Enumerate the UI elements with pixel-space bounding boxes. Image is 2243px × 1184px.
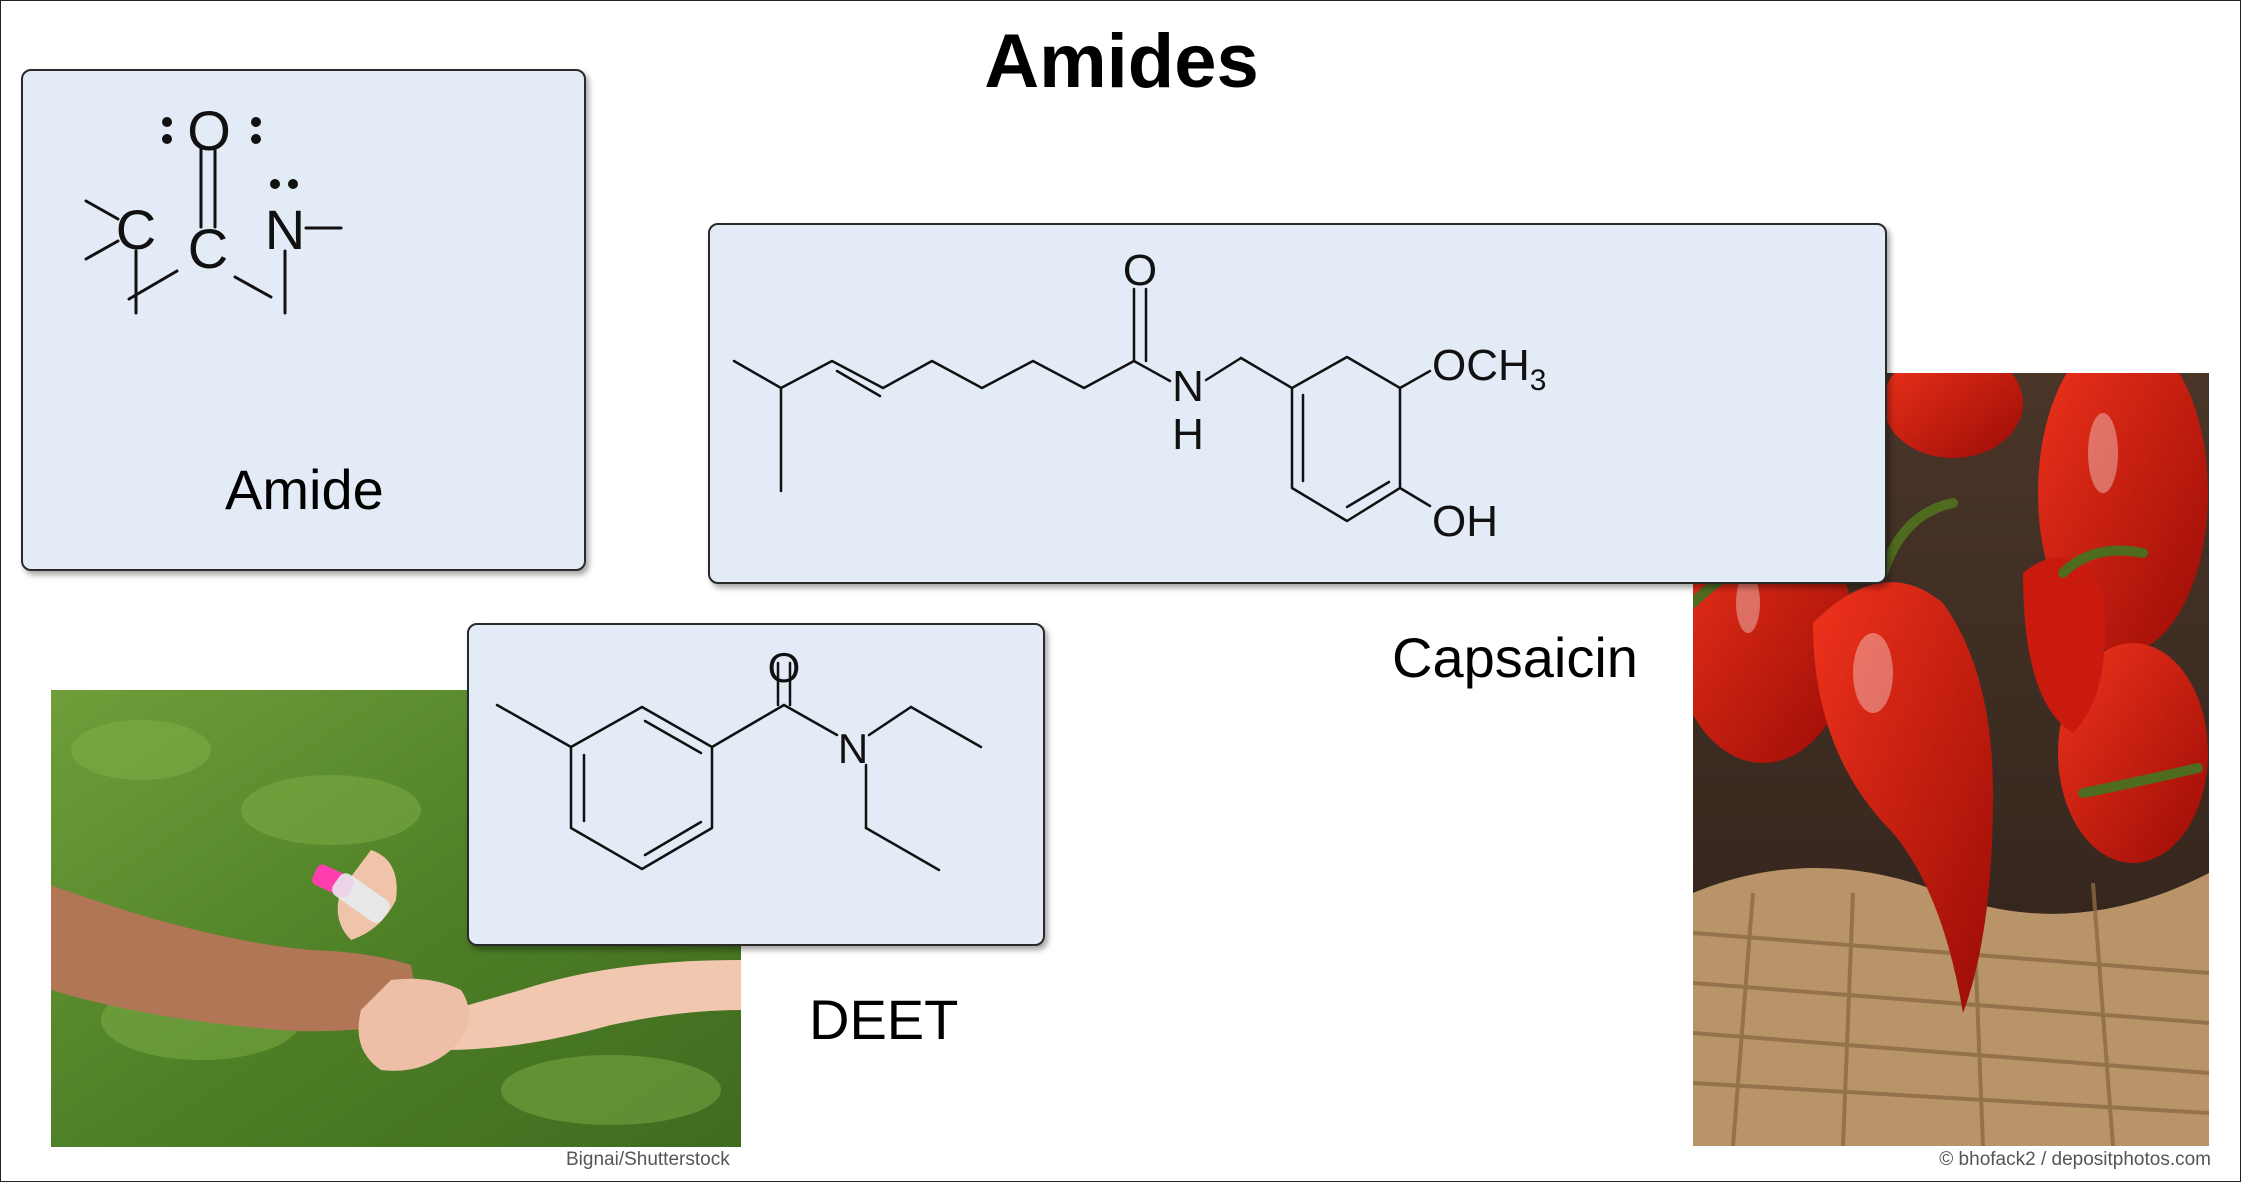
capsaicin-oxygen-atom: O (1123, 246, 1157, 295)
amide-alpha-carbon-atom: C (116, 198, 156, 261)
capsaicin-methoxy-group: OCH3 (1432, 341, 1546, 397)
amide-structure-card: O C C N Amide (21, 69, 586, 571)
deet-label: DEET (809, 988, 959, 1051)
capsaicin-hydroxyl-group: OH (1432, 497, 1498, 546)
amide-label: Amide (225, 458, 384, 521)
pepper-photo-credit: © bhofack2 / depositphotos.com (1939, 1149, 2211, 1170)
amide-structure-diagram: O C C N (84, 99, 343, 315)
capsaicin-nitrogen-atom: N (1172, 362, 1204, 411)
grass-photo-credit: Bignai/Shutterstock (566, 1149, 730, 1170)
slide-title: Amides (984, 19, 1259, 104)
capsaicin-label: Capsaicin (1392, 626, 1638, 689)
capsaicin-structure-card: O N H OCH3 OH (708, 223, 1887, 584)
deet-structure-diagram: O N (495, 644, 983, 872)
capsaicin-hydrogen-atom: H (1172, 410, 1204, 459)
amide-oxygen-atom: O (187, 99, 231, 162)
deet-oxygen-atom: O (768, 644, 801, 691)
deet-nitrogen-atom: N (838, 725, 868, 772)
chili-pepper-photo (1693, 373, 2209, 1146)
deet-structure-card: O N (467, 623, 1045, 946)
amide-carbonyl-carbon-atom: C (188, 217, 228, 280)
chili-pepper-image (1693, 373, 2209, 1146)
amide-nitrogen-atom: N (265, 198, 305, 261)
capsaicin-structure-diagram: O N H OCH3 OH (732, 246, 1546, 546)
